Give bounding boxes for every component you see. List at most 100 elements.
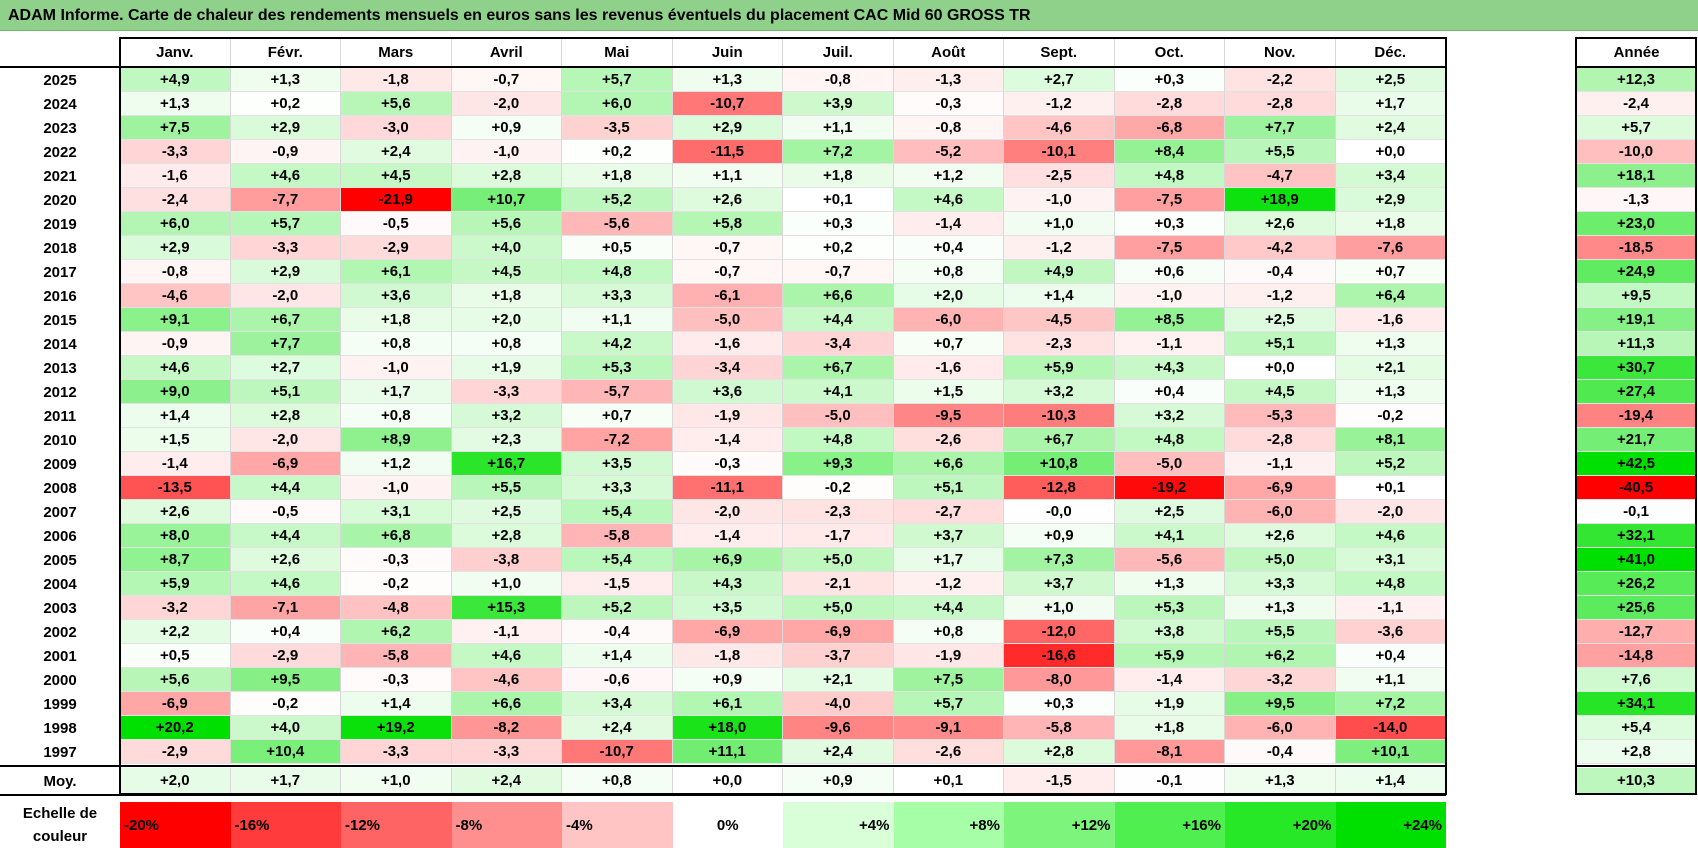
heatmap-cell: -3,7 xyxy=(783,644,894,668)
heatmap-cell: +2,7 xyxy=(1004,68,1115,92)
heatmap-cell: -19,2 xyxy=(1114,476,1225,500)
heatmap-cell: +7,5 xyxy=(120,116,231,140)
heatmap-cell: +5,1 xyxy=(230,380,341,404)
year-label: 2006 xyxy=(43,527,77,545)
heatmap-cell: -1,2 xyxy=(893,572,1004,596)
heatmap-cell: -0,8 xyxy=(893,116,1004,140)
heatmap-cell: +4,1 xyxy=(1114,524,1225,548)
heatmap-cell: -1,2 xyxy=(1004,92,1115,116)
heatmap-cell: +3,2 xyxy=(451,404,562,428)
heatmap-cell: +3,6 xyxy=(672,380,783,404)
heatmap-cell: +1,9 xyxy=(1114,692,1225,716)
year-label: 2018 xyxy=(43,239,77,257)
heatmap-cell: -4,8 xyxy=(341,596,452,620)
annual-cell: +5,7 xyxy=(1576,116,1697,140)
heatmap-cell: -6,0 xyxy=(1225,716,1336,740)
heatmap-cell: +1,3 xyxy=(1225,596,1336,620)
heatmap-cell: -3,6 xyxy=(1335,620,1446,644)
heatmap-cell: -8,1 xyxy=(1114,740,1225,764)
heatmap-cell: -0,6 xyxy=(562,668,673,692)
heatmap-cell: +18,9 xyxy=(1225,188,1336,212)
year-label: 2012 xyxy=(43,383,77,401)
heatmap-cell: +4,4 xyxy=(230,476,341,500)
heatmap-cell: -1,4 xyxy=(672,524,783,548)
heatmap-cell: +0,8 xyxy=(341,332,452,356)
heatmap-cell: +0,2 xyxy=(562,140,673,164)
heatmap-cell: -2,0 xyxy=(451,92,562,116)
heatmap-cell: -2,6 xyxy=(893,428,1004,452)
heatmap-cell: -0,5 xyxy=(230,500,341,524)
heatmap-cell: +1,7 xyxy=(341,380,452,404)
heatmap-cell: -3,5 xyxy=(562,116,673,140)
heatmap-cell: +2,9 xyxy=(230,116,341,140)
heatmap-cell: +0,3 xyxy=(1114,212,1225,236)
heatmap-cell: -0,7 xyxy=(451,68,562,92)
heatmap-cell: +0,8 xyxy=(341,404,452,428)
heatmap-cell: +0,2 xyxy=(783,236,894,260)
average-label: Moy. xyxy=(43,772,77,790)
heatmap-cell: -0,8 xyxy=(783,68,894,92)
heatmap-cell: +2,5 xyxy=(1225,308,1336,332)
heatmap-cell: -0,5 xyxy=(341,212,452,236)
annual-cell: +19,1 xyxy=(1576,308,1697,332)
legend-swatch: -16% xyxy=(230,802,341,848)
column-header: Oct. xyxy=(1115,38,1225,67)
heatmap-cell: +1,3 xyxy=(230,68,341,92)
heatmap-cell: +3,2 xyxy=(1114,404,1225,428)
heatmap-cell: +0,3 xyxy=(1004,692,1115,716)
heatmap-cell: +3,2 xyxy=(1004,380,1115,404)
heatmap-cell: +1,8 xyxy=(1114,716,1225,740)
heatmap-cell: +16,7 xyxy=(451,452,562,476)
heatmap-cell: -6,9 xyxy=(672,620,783,644)
heatmap-cell: +9,5 xyxy=(1225,692,1336,716)
year-label: 2002 xyxy=(43,623,77,641)
heatmap-cell: +3,3 xyxy=(562,476,673,500)
heatmap-cell: -2,9 xyxy=(341,236,452,260)
heatmap-cell: +5,8 xyxy=(672,212,783,236)
heatmap-cell: +6,2 xyxy=(1225,644,1336,668)
heatmap-cell: +5,7 xyxy=(230,212,341,236)
column-header: Août xyxy=(894,38,1004,67)
heatmap-cell: -10,1 xyxy=(1004,140,1115,164)
heatmap-cell: +1,0 xyxy=(1004,596,1115,620)
heatmap-cell: -9,5 xyxy=(893,404,1004,428)
heatmap-cell: +2,0 xyxy=(893,284,1004,308)
heatmap-cell: -7,1 xyxy=(230,596,341,620)
heatmap-cell: +2,2 xyxy=(120,620,231,644)
heatmap-cell: +3,8 xyxy=(1114,620,1225,644)
heatmap-cell: +5,2 xyxy=(562,596,673,620)
heatmap-cell: +1,7 xyxy=(1335,92,1446,116)
average-cell: +2,0 xyxy=(120,768,231,794)
year-label: 1999 xyxy=(43,695,77,713)
heatmap-cell: +1,8 xyxy=(1335,212,1446,236)
heatmap-cell: +1,1 xyxy=(783,116,894,140)
year-label: 2001 xyxy=(43,647,77,665)
column-header: Mai xyxy=(562,38,673,67)
heatmap-cell: -4,0 xyxy=(783,692,894,716)
heatmap-cell: +5,0 xyxy=(783,596,894,620)
heatmap-cell: -2,2 xyxy=(1225,68,1336,92)
bottom-rule xyxy=(0,794,1446,796)
heatmap-cell: +6,1 xyxy=(341,260,452,284)
chart-title: ADAM Informe. Carte de chaleur des rende… xyxy=(0,0,1698,31)
column-header: Juin xyxy=(673,38,783,67)
heatmap-cell: +8,4 xyxy=(1114,140,1225,164)
heatmap-cell: +6,8 xyxy=(341,524,452,548)
heatmap-cell: +6,7 xyxy=(1004,428,1115,452)
heatmap-cell: -2,4 xyxy=(120,188,231,212)
heatmap-cell: +2,6 xyxy=(120,500,231,524)
heatmap-cell: +3,4 xyxy=(1335,164,1446,188)
annual-cell: -40,5 xyxy=(1576,476,1697,500)
heatmap-cell: +0,9 xyxy=(1004,524,1115,548)
heatmap-cell: -0,3 xyxy=(672,452,783,476)
heatmap-cell: -4,6 xyxy=(120,284,231,308)
heatmap-cell: +3,4 xyxy=(562,692,673,716)
heatmap-cell: +2,5 xyxy=(451,500,562,524)
column-header: Mars xyxy=(341,38,452,67)
heatmap-cell: -1,0 xyxy=(451,140,562,164)
average-cell: +1,7 xyxy=(230,768,341,794)
heatmap-cell: +0,5 xyxy=(562,236,673,260)
heatmap-cell: +4,6 xyxy=(230,164,341,188)
heatmap-cell: +3,5 xyxy=(562,452,673,476)
heatmap-cell: +0,3 xyxy=(783,212,894,236)
